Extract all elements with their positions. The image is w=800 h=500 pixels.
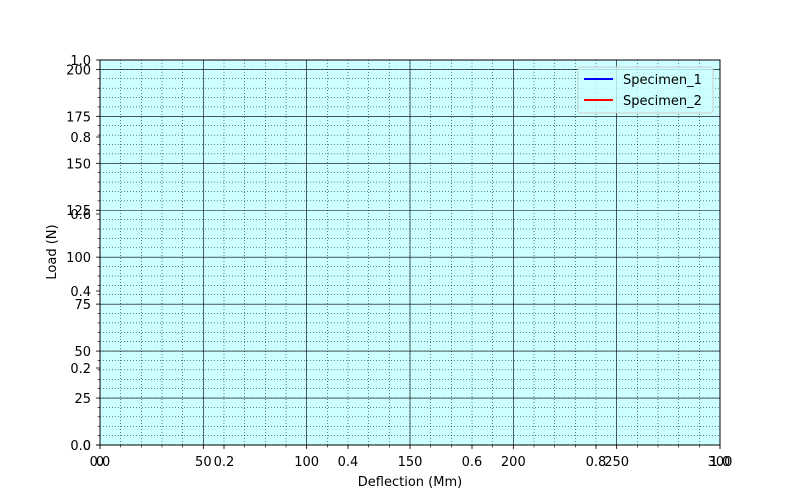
overlay-x-tick-label: 0.0 [90,455,111,470]
overlay-x-tick-label: 1.0 [710,455,731,470]
y-tick-label: 100 [66,251,91,266]
legend-label-specimen-1: Specimen_1 [623,73,702,88]
x-tick-label: 200 [501,455,526,470]
legend-label-specimen-2: Specimen_2 [623,94,702,109]
y-tick-label: 175 [66,110,91,125]
overlay-y-tick-label: 0.8 [70,131,91,146]
y-tick-label: 125 [66,204,91,219]
tick-labels: 0 50 100 150 200 250 300 0 25 50 75 100 125 150 175 200… [66,54,732,470]
y-tick-label: 75 [74,298,91,313]
x-tick-label: 250 [604,455,629,470]
y-tick-label: 150 [66,157,91,172]
y-tick-label: 200 [66,63,91,78]
overlay-x-tick-label: 0.4 [338,455,359,470]
overlay-x-tick-label: 0.6 [462,455,483,470]
legend: Specimen_1 Specimen_2 [577,66,714,114]
x-tick-label: 100 [294,455,319,470]
major-grid [99,60,721,446]
overlay-y-tick-label: 0.6 [70,208,91,223]
y-axis-label: Load (N) [45,224,60,279]
x-tick-label: 50 [195,455,212,470]
overlay-y-tick-label: 0.0 [70,439,91,454]
y-tick-label: 25 [74,392,91,407]
y-tick-label: 50 [74,345,91,360]
overlay-x-tick-label: 0.2 [214,455,235,470]
overlay-y-tick-label: 0.2 [70,362,91,377]
x-tick-label: 0 [96,455,104,470]
y-tick-label: 0 [83,439,91,454]
x-tick-label: 300 [708,455,733,470]
x-axis-label: Deflection (Mm) [358,475,462,490]
overlay-x-tick-label: 0.8 [586,455,607,470]
overlay-y-tick-label: 1.0 [70,54,91,69]
x-tick-label: 150 [398,455,423,470]
overlay-y-tick-label: 0.4 [70,285,91,300]
axis-ticks [96,59,721,449]
